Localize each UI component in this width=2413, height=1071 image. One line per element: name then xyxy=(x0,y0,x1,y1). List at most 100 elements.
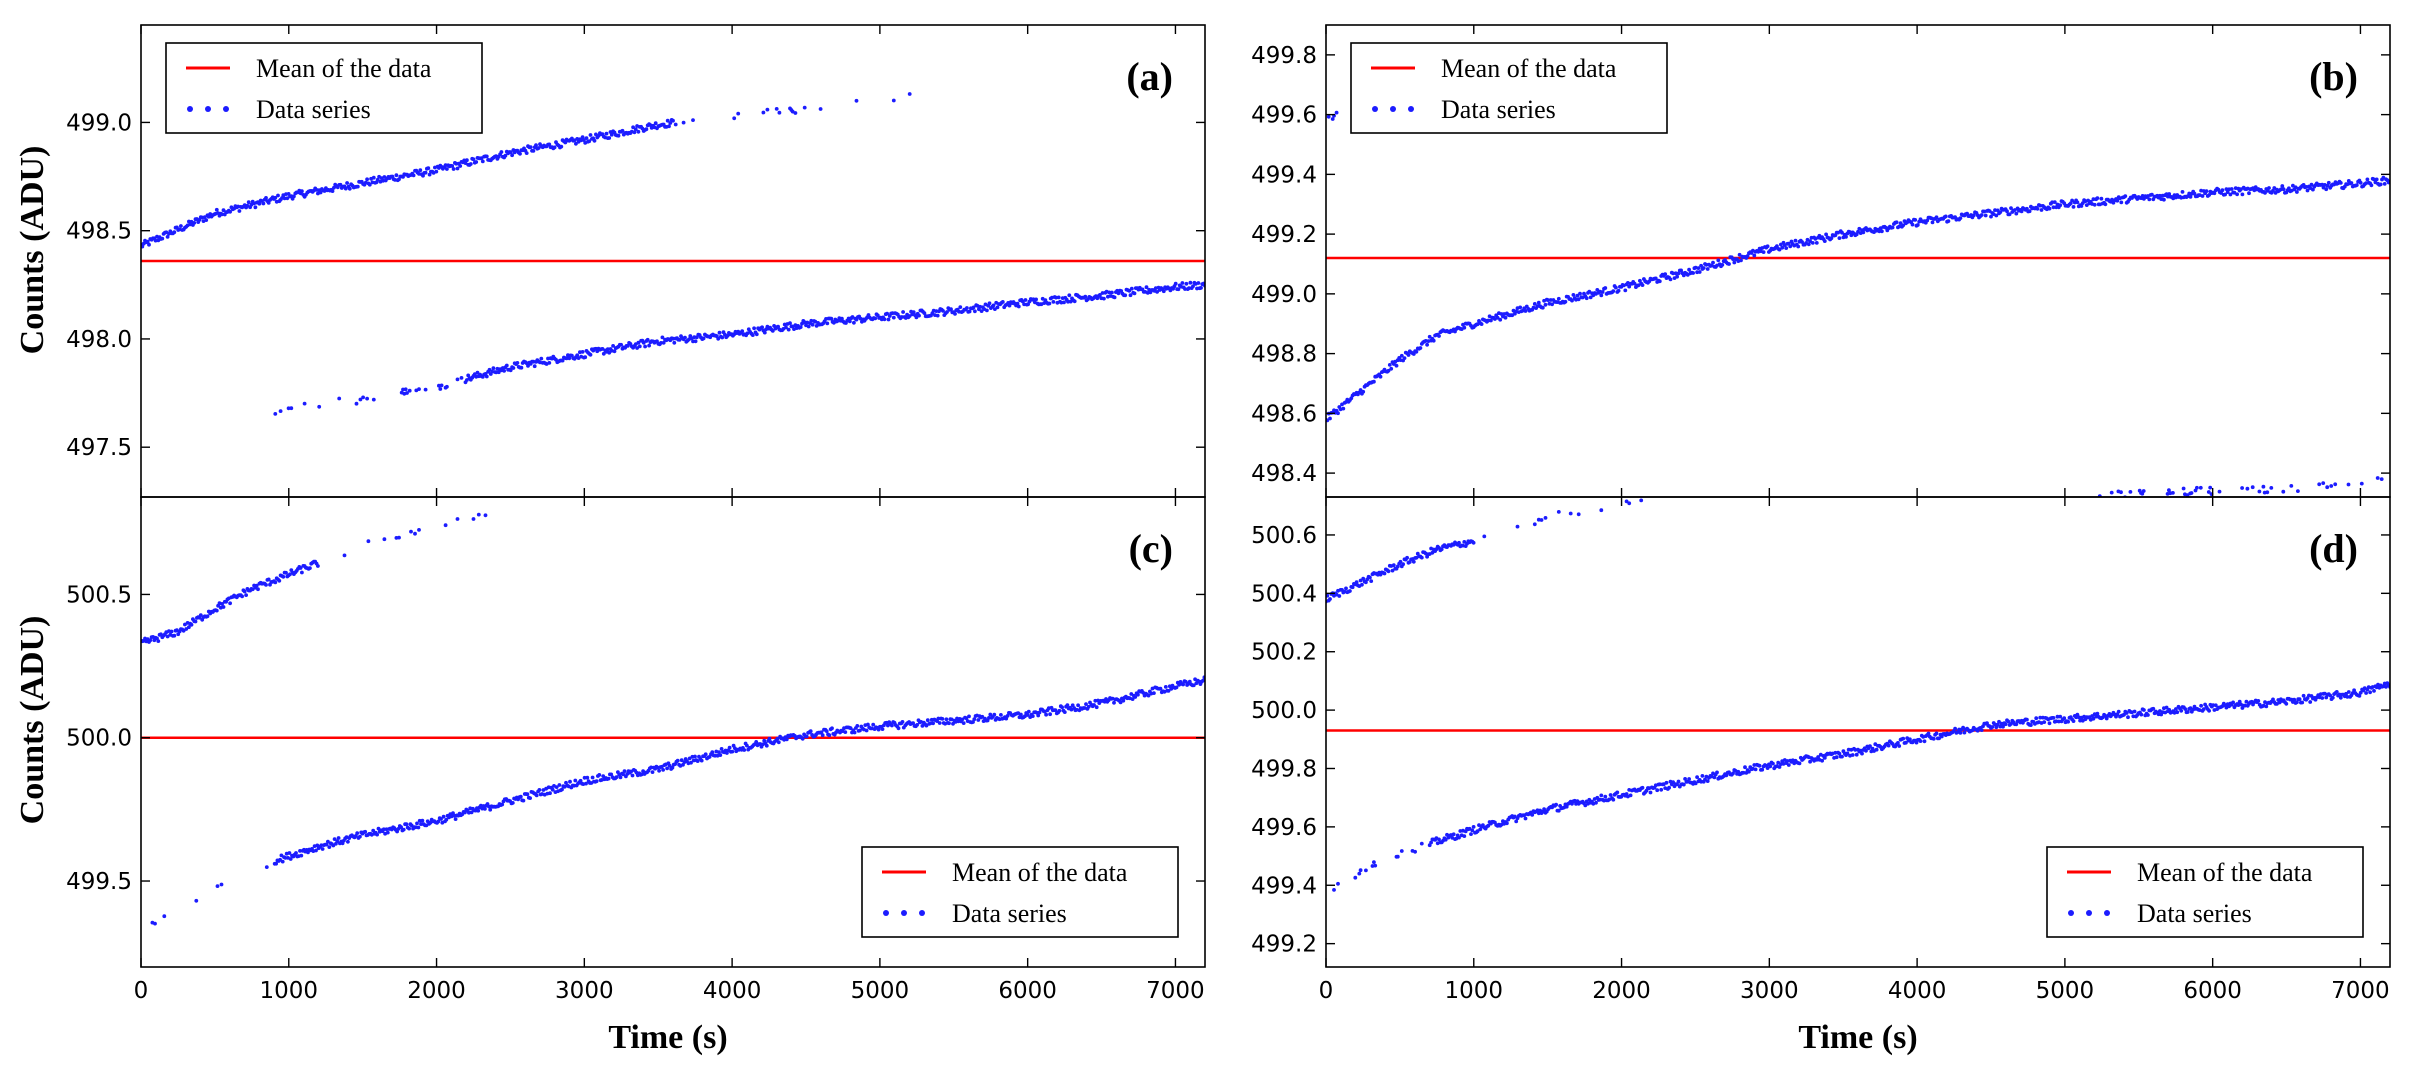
data-point xyxy=(2091,716,2096,721)
data-point xyxy=(2245,486,2250,491)
data-point xyxy=(1475,829,1480,834)
data-point xyxy=(2123,194,2128,199)
data-point xyxy=(1934,731,1939,736)
data-point xyxy=(840,316,844,321)
data-point xyxy=(2364,691,2369,695)
data-point xyxy=(300,570,304,575)
data-point xyxy=(1574,802,1578,806)
data-point xyxy=(1603,794,1608,799)
data-point xyxy=(287,851,292,855)
data-point xyxy=(848,319,852,324)
data-point xyxy=(1659,787,1664,792)
data-point xyxy=(1676,271,1681,276)
data-point xyxy=(564,356,569,361)
data-point xyxy=(1632,281,1637,286)
data-point xyxy=(1848,230,1852,235)
plot-area xyxy=(1326,498,2390,892)
data-point xyxy=(365,396,369,401)
data-point xyxy=(2109,490,2114,495)
data-point xyxy=(947,721,951,726)
x-tick-label: 6000 xyxy=(998,978,1057,1004)
data-point xyxy=(1102,296,1106,301)
data-point xyxy=(819,730,824,735)
plot-area xyxy=(141,92,1205,416)
data-point xyxy=(2382,182,2387,186)
data-point xyxy=(2224,187,2229,192)
data-point xyxy=(2189,491,2194,495)
data-point xyxy=(326,839,330,844)
data-point xyxy=(2308,700,2313,704)
data-point xyxy=(1822,756,1827,760)
data-point xyxy=(282,196,287,201)
data-point xyxy=(1788,244,1793,249)
data-point xyxy=(455,377,460,382)
data-point xyxy=(2243,703,2247,708)
data-point xyxy=(277,578,282,583)
data-point xyxy=(1098,293,1102,297)
data-point xyxy=(2213,703,2218,708)
data-point xyxy=(2188,195,2193,199)
data-point xyxy=(401,827,406,832)
data-point xyxy=(568,779,572,784)
data-point xyxy=(1443,837,1448,842)
data-point xyxy=(539,356,544,361)
data-point xyxy=(298,566,303,570)
data-point xyxy=(1608,793,1613,797)
data-point xyxy=(858,728,862,733)
data-point xyxy=(1671,271,1675,276)
data-series-2 xyxy=(150,675,1205,926)
y-tick-label: 498.8 xyxy=(1251,342,1317,368)
data-point xyxy=(855,724,860,728)
data-point xyxy=(693,339,698,344)
data-point xyxy=(445,167,449,171)
data-point xyxy=(1663,272,1668,276)
data-point xyxy=(162,914,167,919)
data-point xyxy=(240,594,245,599)
data-point xyxy=(2001,724,2005,729)
data-point xyxy=(417,387,421,391)
data-point xyxy=(458,164,463,168)
data-point xyxy=(385,830,390,835)
data-point xyxy=(584,136,589,141)
data-point xyxy=(854,98,859,103)
data-point xyxy=(1543,516,1548,520)
chart-panel-3: 499.5 500.0 500.5 0 1000 2000 3000 4000 5000 6000… xyxy=(66,496,1206,1004)
data-point xyxy=(399,825,403,830)
data-point xyxy=(827,733,832,738)
data-point xyxy=(2296,489,2300,493)
data-point xyxy=(242,589,247,594)
data-point xyxy=(338,182,343,187)
data-point xyxy=(2265,490,2270,495)
legend-series-label: Data series xyxy=(2137,899,2252,928)
x-tick-label: 5000 xyxy=(2036,978,2095,1004)
data-point xyxy=(281,574,286,579)
data-point xyxy=(244,593,249,597)
data-point xyxy=(2321,481,2326,485)
data-point xyxy=(2345,695,2350,699)
data-point xyxy=(2115,198,2120,203)
data-point xyxy=(1958,216,1963,221)
data-point xyxy=(667,124,671,129)
data-point xyxy=(671,118,675,123)
data-point xyxy=(1732,260,1737,265)
data-point xyxy=(1594,800,1598,805)
data-point xyxy=(2212,191,2217,196)
x-axis-title-left: Time (s) xyxy=(608,1019,727,1056)
data-point xyxy=(1056,295,1061,300)
data-point xyxy=(1361,576,1366,581)
data-point xyxy=(1196,281,1201,285)
data-point xyxy=(1130,697,1135,701)
data-point xyxy=(607,136,612,140)
data-point xyxy=(775,736,780,741)
data-point xyxy=(381,827,386,832)
data-point xyxy=(1737,252,1742,257)
data-point xyxy=(483,513,488,518)
data-point xyxy=(413,825,418,830)
data-point xyxy=(1373,863,1378,868)
data-point xyxy=(375,832,379,837)
data-point xyxy=(915,723,919,727)
data-point xyxy=(361,395,365,400)
data-point xyxy=(1051,300,1056,304)
data-point xyxy=(526,364,530,368)
data-point xyxy=(701,336,706,341)
